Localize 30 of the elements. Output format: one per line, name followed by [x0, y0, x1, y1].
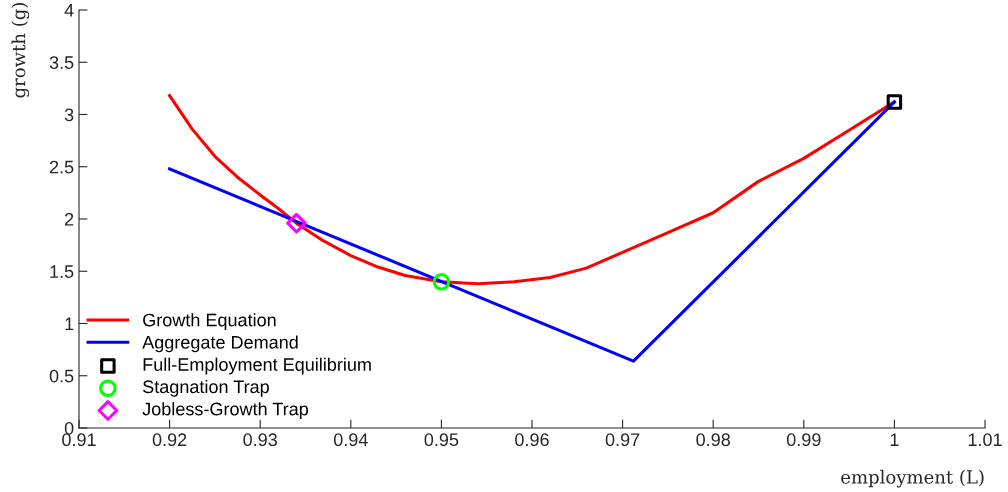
legend-label: Aggregate Demand	[142, 335, 298, 353]
legend-label: Jobless-Growth Trap	[142, 402, 309, 419]
y-tick-label: 4	[64, 4, 74, 17]
legend-label: Growth Equation	[143, 313, 276, 330]
x-tick-label: 0.99	[786, 433, 821, 447]
x-tick-label: 0.94	[333, 433, 368, 447]
y-tick-label: 0.5	[49, 369, 74, 383]
x-tick-label: 1.01	[968, 433, 1002, 447]
y-tick-label: 3.5	[49, 56, 74, 69]
x-tick-label: 1	[890, 433, 899, 446]
y-tick-label: 1	[65, 317, 74, 331]
y-axis-title: growth (g)	[11, 3, 30, 98]
x-tick-label: 0.91	[62, 433, 96, 447]
legend-label: Full-Employment Equilibrium	[143, 357, 371, 375]
x-tick-label: 0.95	[424, 433, 459, 447]
x-tick-label: 0.98	[696, 433, 730, 447]
legend-label: Stagnation Trap	[143, 379, 269, 397]
point	[286, 212, 307, 234]
y-tick-label: 2	[65, 212, 74, 226]
point	[432, 272, 451, 291]
y-tick-label: 1.5	[50, 265, 74, 278]
point	[886, 94, 903, 110]
y-tick-label: 2.5	[49, 160, 74, 174]
x-axis-title: employment (L)	[841, 469, 984, 488]
y-tick-label: 3	[64, 108, 74, 122]
y-tick-label: 0	[64, 421, 74, 435]
x-tick-label: 0.92	[152, 433, 187, 447]
x-tick-label: 0.97	[605, 433, 640, 447]
x-tick-label: 0.93	[243, 433, 277, 447]
x-tick-label: 0.96	[515, 433, 549, 447]
